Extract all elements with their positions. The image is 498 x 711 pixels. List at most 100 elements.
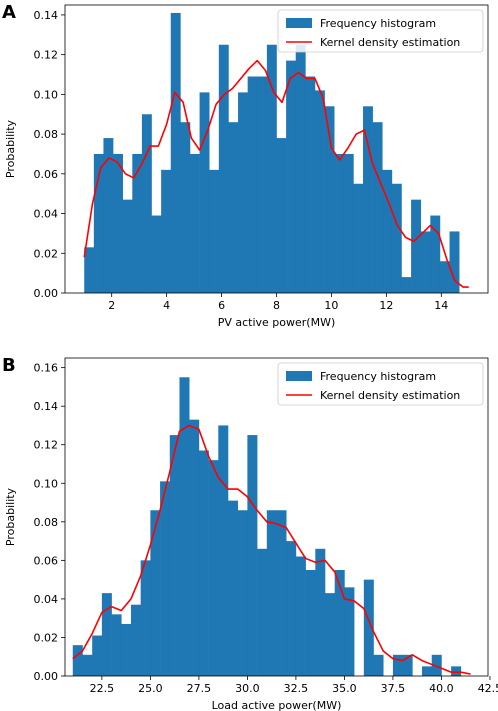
histogram-bar xyxy=(324,106,335,293)
legend-label-kde: Kernel density estimation xyxy=(320,36,460,49)
legend-box xyxy=(277,9,484,53)
x-tick-label: 27.5 xyxy=(187,682,212,695)
x-tick-label: 42.5 xyxy=(478,682,498,695)
histogram-bar xyxy=(266,510,277,676)
y-tick-label: 0.02 xyxy=(34,247,59,260)
histogram-bar xyxy=(180,122,191,293)
histogram-bar xyxy=(130,604,141,676)
x-tick-label: 4 xyxy=(163,299,170,312)
histogram-bar xyxy=(411,199,421,293)
x-tick-label: 40.0 xyxy=(429,682,454,695)
kde-line xyxy=(83,59,469,288)
histogram-bar xyxy=(198,450,209,676)
legend-label-histogram: Frequency histogram xyxy=(320,17,436,30)
histogram-bar xyxy=(314,90,325,293)
histogram-bar xyxy=(140,560,151,676)
histogram-bar xyxy=(169,435,180,676)
x-tick-label: 6 xyxy=(218,299,225,312)
histogram-bar xyxy=(372,122,383,293)
histogram-bar xyxy=(325,593,336,676)
histogram-bar xyxy=(286,60,297,293)
histogram-bar xyxy=(189,419,200,676)
x-axis-label: Load active power(MW) xyxy=(212,699,342,711)
x-tick-label: 8 xyxy=(273,299,280,312)
y-tick-label: 0.06 xyxy=(34,168,59,181)
histogram-bar xyxy=(150,510,161,676)
y-tick-label: 0.16 xyxy=(34,362,59,375)
histogram-bar xyxy=(111,614,122,676)
y-tick-label: 0.10 xyxy=(34,88,59,101)
y-tick-label: 0.08 xyxy=(34,516,59,529)
y-tick-label: 0.04 xyxy=(34,593,59,606)
y-tick-label: 0.08 xyxy=(34,128,59,141)
histogram-bar xyxy=(189,153,200,293)
histogram-bar xyxy=(247,435,258,676)
histogram-bar xyxy=(227,500,238,676)
histogram-bar xyxy=(238,92,248,293)
histogram-bar xyxy=(334,153,345,293)
x-tick-label: 22.5 xyxy=(90,682,115,695)
histogram-bar xyxy=(257,76,268,293)
histogram-bar xyxy=(151,215,162,293)
y-tick-label: 0.06 xyxy=(34,554,59,567)
histogram-bar xyxy=(401,277,412,293)
histogram-bar xyxy=(170,12,181,293)
histogram-bar xyxy=(266,44,277,293)
histogram-bar xyxy=(228,122,239,293)
histogram-bar xyxy=(449,231,460,293)
histogram-bar xyxy=(343,153,354,293)
histogram-bar xyxy=(363,579,374,676)
legend-swatch-histogram xyxy=(286,371,312,381)
panel-label: B xyxy=(2,355,16,376)
y-tick-label: 0.14 xyxy=(34,9,59,22)
histogram-bar xyxy=(305,570,316,676)
x-tick-label: 14 xyxy=(434,299,448,312)
kde-line xyxy=(72,424,471,675)
histogram-bar xyxy=(218,44,229,293)
histogram-bar xyxy=(113,153,123,293)
histogram-bar xyxy=(373,654,384,676)
axes-frame xyxy=(64,357,489,677)
histogram-bar xyxy=(247,76,258,293)
y-axis-label: Probability xyxy=(4,487,17,546)
histogram-bar xyxy=(209,169,220,293)
histogram-bar xyxy=(93,153,104,293)
histogram-bar xyxy=(199,92,210,293)
x-axis-label: PV active power(MW) xyxy=(218,316,336,329)
histogram-bar xyxy=(353,183,364,293)
x-tick-label: 25.0 xyxy=(138,682,163,695)
y-tick-label: 0.02 xyxy=(34,631,59,644)
histogram-bar xyxy=(295,44,306,293)
histogram-bar xyxy=(451,666,462,676)
histogram-bar xyxy=(141,114,152,294)
histogram-bar xyxy=(402,654,413,676)
panel-label: A xyxy=(2,2,16,23)
histogram-bar xyxy=(422,666,433,676)
histogram-bar xyxy=(179,377,190,676)
histogram-bar xyxy=(276,510,287,676)
x-tick-label: 12 xyxy=(379,299,393,312)
histogram-bar xyxy=(295,556,306,676)
histogram-bar xyxy=(72,645,83,676)
chart-panel-a: 2 4 6 8 10 12 14 0.00 0.02 0.04 0.06 0.08 0.10 0.12 0.… xyxy=(2,2,489,329)
legend-label-histogram: Frequency histogram xyxy=(320,370,436,383)
y-tick-label: 0.10 xyxy=(34,477,59,490)
x-tick-label: 35.0 xyxy=(332,682,357,695)
legend-label-kde: Kernel density estimation xyxy=(320,389,460,402)
histogram-bar xyxy=(276,138,287,293)
y-tick-label: 0.12 xyxy=(34,439,59,452)
y-axis-label: Probability xyxy=(4,119,17,178)
histogram-bar xyxy=(101,593,112,676)
histogram-bar xyxy=(208,460,219,676)
x-tick-label: 32.5 xyxy=(284,682,309,695)
x-tick-label: 37.5 xyxy=(381,682,406,695)
legend: Frequency histogram Kernel density estima… xyxy=(277,9,484,53)
histogram-bar xyxy=(257,548,268,676)
histogram-bar xyxy=(382,169,393,293)
histogram-bar xyxy=(420,231,431,293)
y-tick-label: 0.12 xyxy=(34,49,59,62)
histogram-bar xyxy=(430,215,441,293)
histogram-bar xyxy=(431,654,442,676)
y-tick-label: 0.00 xyxy=(34,287,59,300)
legend-swatch-histogram xyxy=(286,18,312,28)
